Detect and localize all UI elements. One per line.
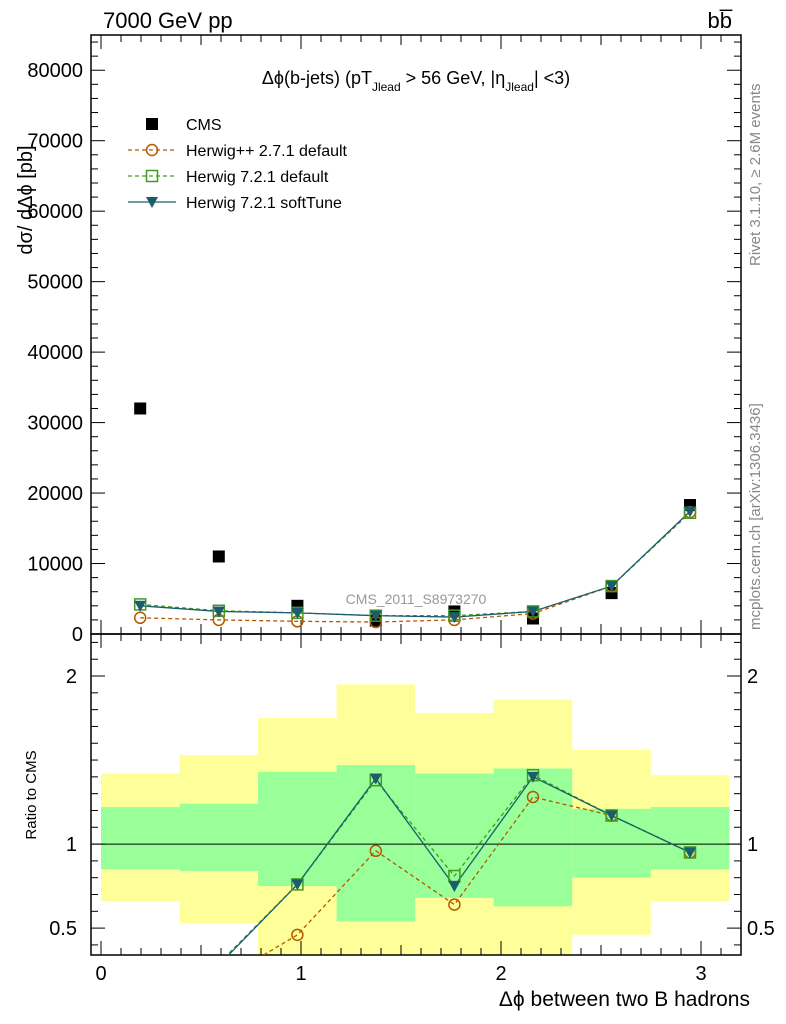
legend-marker-0 [146,118,158,130]
x-tick-labels: 0 1 2 3 [95,963,706,985]
chart-title-part-c: | <3) [534,68,570,88]
legend-marker-2 [145,169,159,183]
ratio-line-series-1 [226,774,691,955]
legend-marker-3 [146,197,158,208]
analysis-watermark: CMS_2011_S8973270 [346,591,487,607]
band-inner-bin-2 [258,771,337,887]
ratio-ytick-label-right-2: 2 [747,666,758,688]
chart-title-sub-2: Jlead [505,80,534,94]
ratio-ytick-label-0: 0.5 [49,918,77,940]
legend-label-1: Herwig++ 2.7.1 default [186,143,348,160]
main-y-axis-label: dσ/ dΔϕ [pb] [15,145,37,254]
ratio-ytick-label-1: 1 [66,834,77,856]
legend-marker-1 [145,143,159,157]
chart-title-part-a: Δϕ(b-jets) (pT [262,68,372,88]
xtick-label-0: 0 [95,963,106,985]
band-inner-bin-0 [101,807,180,870]
main-point-s0-0 [134,402,147,415]
main-line-series-3 [140,510,691,618]
ratio-point-s2-5 [527,771,539,783]
process-label: bb̅ [708,8,733,33]
rivet-label: Rivet 3.1.10, ≥ 2.6M events [747,84,764,267]
band-inner-bin-7 [650,807,730,870]
main-ytick-label-70000: 70000 [27,131,83,153]
band-inner-bin-3 [336,765,416,922]
chart-title-part-b: > 56 GeV, |η [401,68,506,88]
main-y-tick-labels: 0 10000 20000 30000 40000 50000 60000 70000 8000… [27,60,83,646]
main-point-s3-2 [291,607,304,619]
energy-label: 7000 GeV pp [103,8,233,33]
ratio-y-tick-labels: 0.5 0.5 1 1 2 2 [49,666,775,940]
legend-label-3: Herwig 7.2.1 softTune [186,195,342,212]
band-inner-bin-4 [415,773,494,898]
xtick-label-2: 2 [495,963,506,985]
ratio-ytick-label-2: 2 [66,666,77,688]
ratio-point-s2-2 [291,879,304,891]
ratio-point-s2-4 [448,881,461,893]
ratio-point-s0-2 [291,928,304,942]
main-ytick-label-30000: 30000 [27,413,83,435]
main-point-s3-6 [605,581,618,593]
ratio-plot-frame [90,633,742,956]
chart-title-sub-1: Jlead [372,80,401,94]
main-point-s3-1 [212,606,225,618]
main-ytick-label-10000: 10000 [27,554,83,576]
legend: CMS Herwig++ 2.7.1 default Herwig 7.2.1 de… [128,117,348,212]
ratio-ytick-label-right-0: 0.5 [747,918,775,940]
main-point-s3-3 [369,610,382,622]
ratio-point-s1-1 [213,958,224,969]
main-ytick-label-50000: 50000 [27,272,83,294]
band-inner-bin-1 [179,803,258,871]
main-point-s3-4 [448,612,461,624]
axis-ticks [91,35,742,955]
chart-title: Δϕ(b-jets) (pTJlead > 56 GeV, |ηJlead| <… [262,68,570,94]
main-ytick-label-60000: 60000 [27,201,83,223]
main-point-s3-0 [134,600,147,612]
ratio-point-s0-4 [448,898,461,911]
legend-label-2: Herwig 7.2.1 default [186,169,329,186]
ratio-series-layer [213,768,697,969]
main-series-layer [133,402,697,629]
ratio-y-axis-label: Ratio to CMS [23,750,40,839]
main-point-s3-5 [527,606,539,618]
ratio-point-s2-7 [684,847,696,859]
ratio-point-s2-3 [369,773,382,785]
ratio-point-s2-6 [605,810,618,822]
main-point-s0-1 [212,550,225,563]
main-point-s1-0 [133,611,147,625]
ratio-ytick-label-right-1: 1 [747,834,758,856]
band-inner-bin-5 [493,768,573,907]
ratio-uncertainty-bands [101,684,730,955]
xtick-label-3: 3 [695,963,706,985]
ratio-line-series-0 [262,796,691,955]
mcplots-label: mcplots.cern.ch [arXiv:1306.3436] [747,403,764,630]
ratio-line-series-2 [227,776,691,955]
main-ytick-label-80000: 80000 [27,60,83,82]
ratio-point-s0-5 [526,790,540,804]
main-point-s3-7 [684,506,696,518]
main-ytick-label-20000: 20000 [27,483,83,505]
legend-label-0: CMS [186,117,222,134]
ratio-point-s0-3 [369,844,383,858]
main-ytick-label-0: 0 [72,624,83,646]
xtick-label-1: 1 [295,963,306,985]
main-ytick-label-40000: 40000 [27,342,83,364]
x-axis-label: Δϕ between two B hadrons [499,988,750,1011]
